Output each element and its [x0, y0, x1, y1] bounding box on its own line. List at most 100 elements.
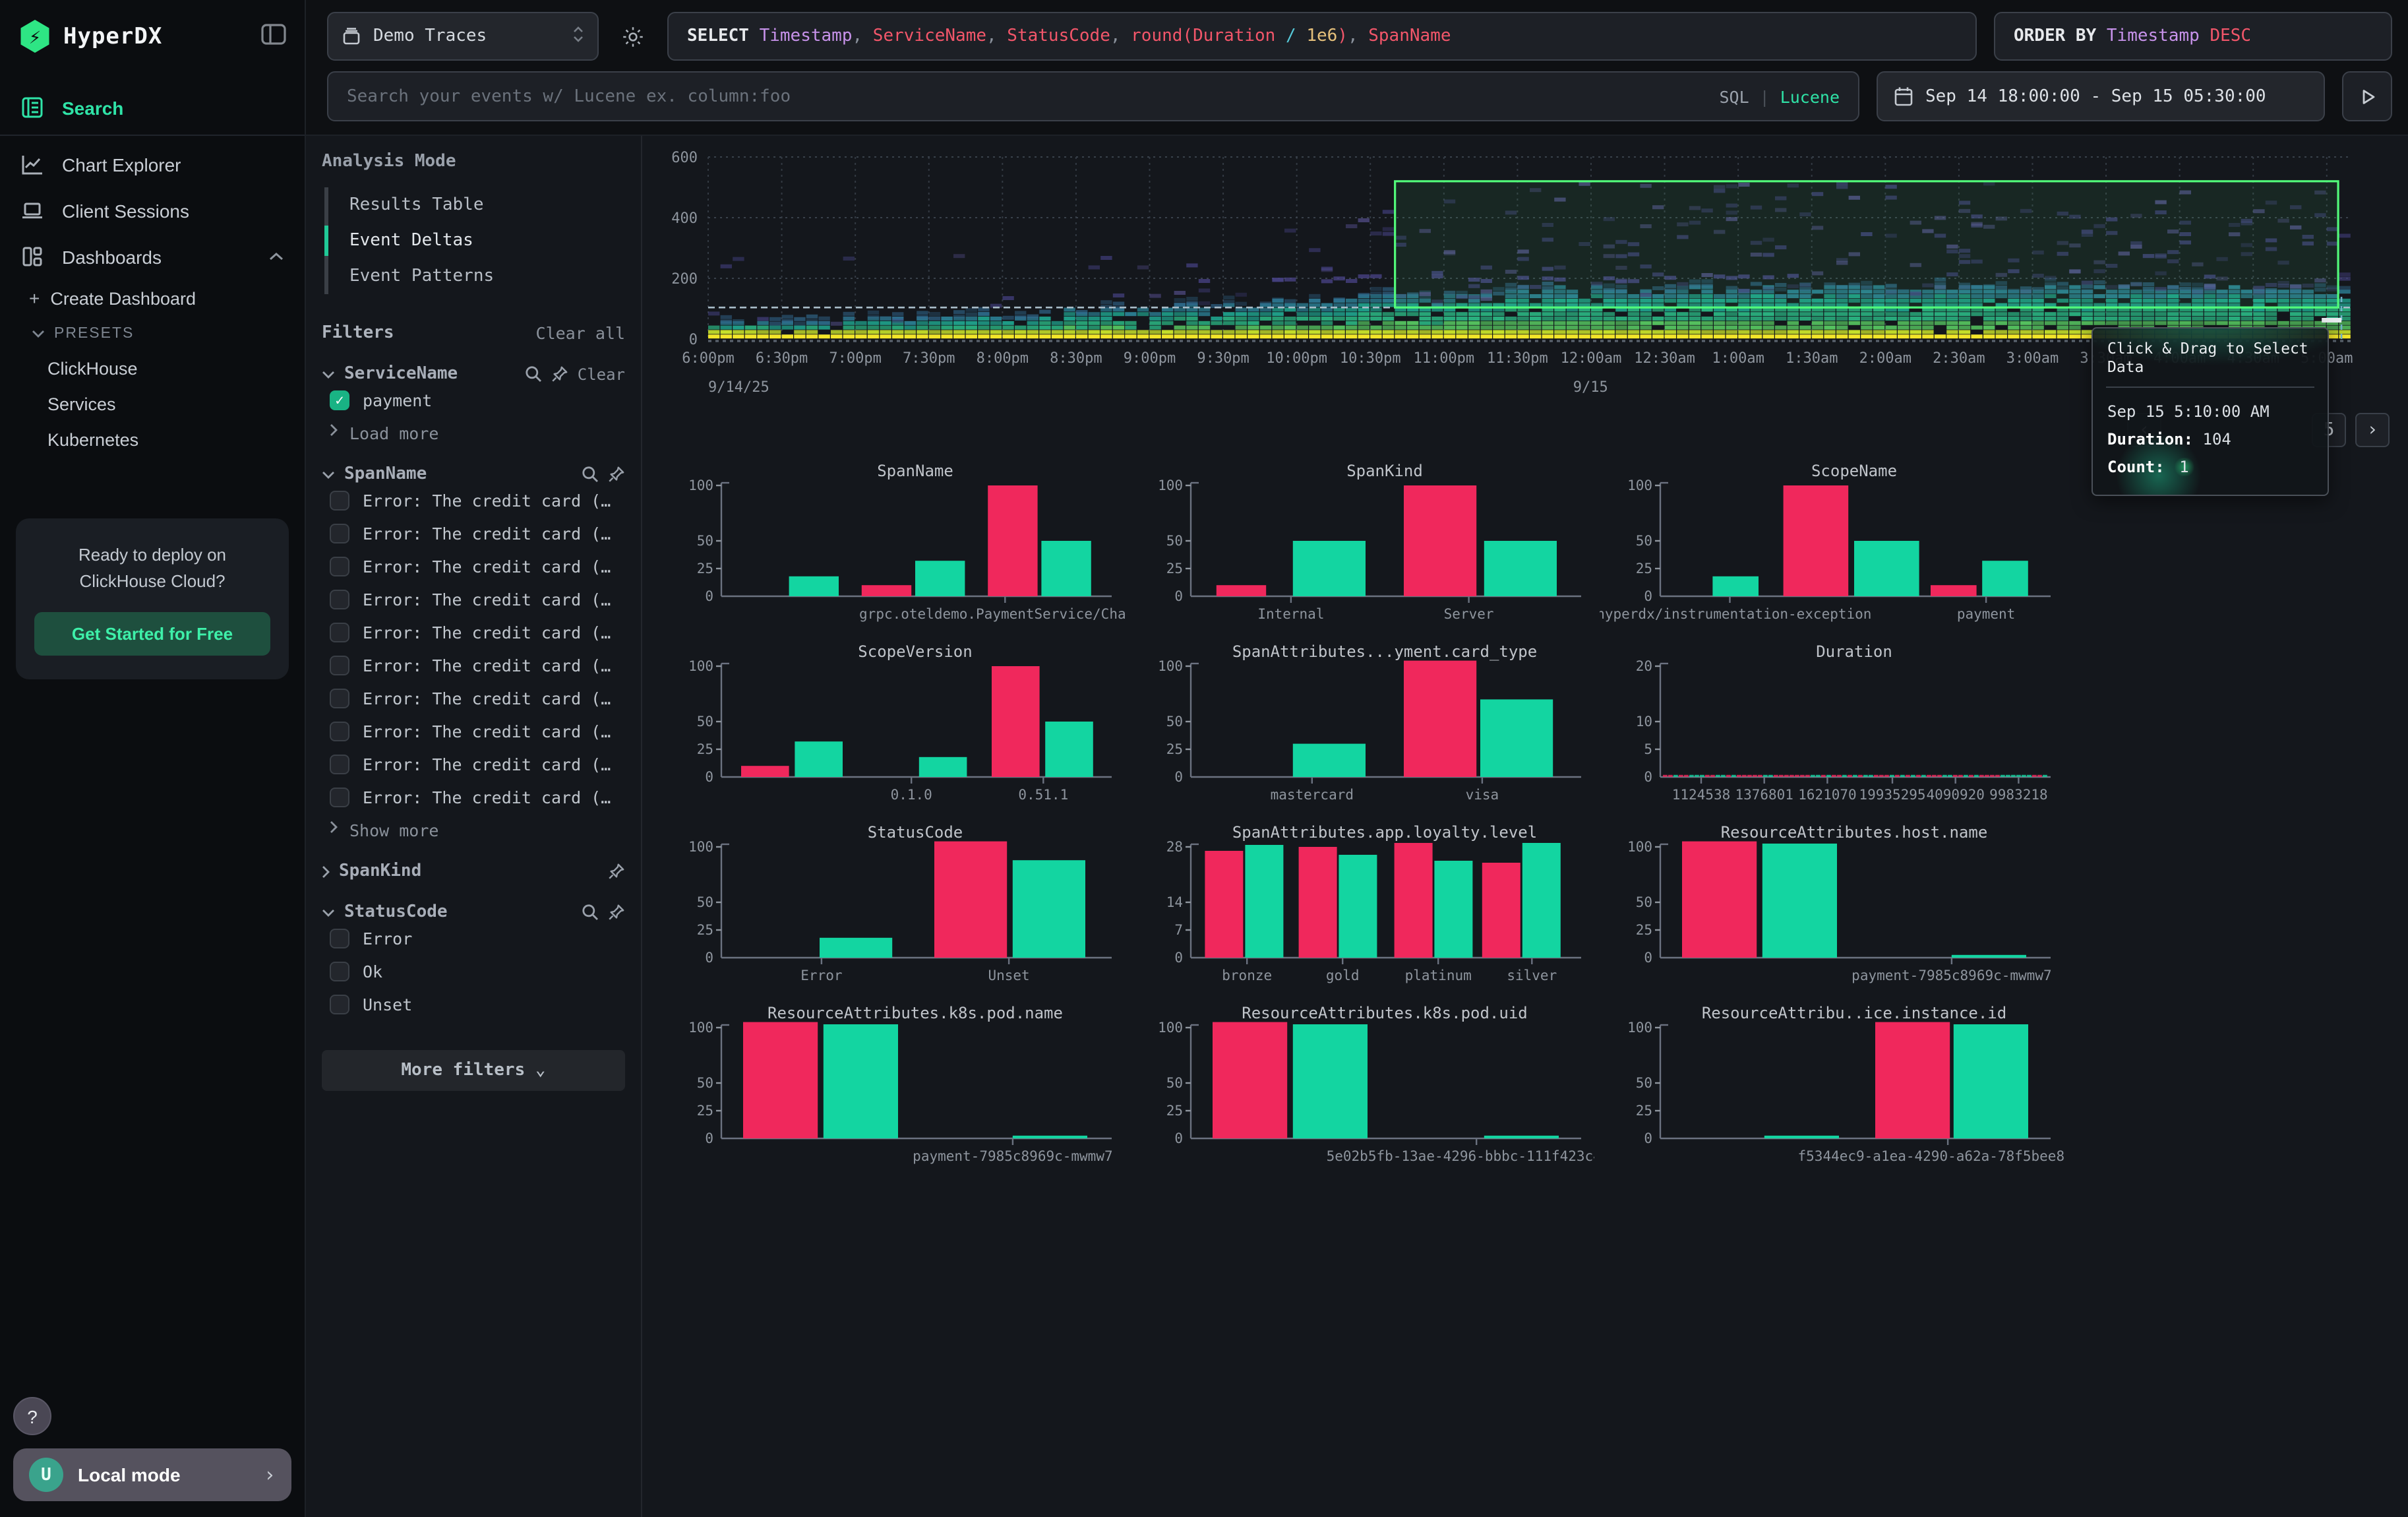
checkbox[interactable] — [330, 962, 349, 981]
order-by-input[interactable]: ORDER BY Timestamp DESC — [1994, 12, 2392, 61]
filter-show-more[interactable]: Show more — [322, 814, 625, 840]
sidebar-item-client-sessions[interactable]: Client Sessions — [0, 187, 305, 233]
source-select[interactable]: Demo Traces — [327, 12, 599, 61]
pin-icon[interactable] — [551, 365, 568, 383]
chevron-up-icon — [269, 249, 284, 264]
account-label: Local mode — [78, 1464, 181, 1485]
chevron-right-icon: › — [264, 1463, 276, 1487]
checkbox[interactable] — [330, 623, 349, 642]
search-input[interactable]: Search your events w/ Lucene ex. column:… — [327, 71, 1859, 121]
mini-chart-SpanKind[interactable]: SpanKind02550100InternalServer — [1130, 459, 1600, 640]
mini-chart-ResourceAttributes-k8s-pod-name[interactable]: ResourceAttributes.k8s.pod.name02550100p… — [661, 1001, 1130, 1182]
svg-text:8:30pm: 8:30pm — [1050, 350, 1102, 367]
preset-services[interactable]: Services — [0, 387, 305, 422]
pin-icon[interactable] — [608, 466, 625, 483]
checkbox[interactable] — [330, 491, 349, 511]
mini-chart-ResourceAttribu-ice-instance-id[interactable]: ResourceAttribu..ice.instance.id02550100… — [1600, 1001, 2069, 1182]
checkbox[interactable] — [330, 995, 349, 1014]
svg-text:StatusCode: StatusCode — [868, 823, 963, 842]
filter-group-header[interactable]: SpanKind — [322, 861, 625, 881]
analysis-mode-event-patterns[interactable]: Event Patterns — [328, 259, 625, 294]
analysis-mode-results-table[interactable]: Results Table — [328, 187, 625, 223]
filter-option[interactable]: Error: The credit card (… — [322, 649, 625, 682]
sidebar-item-chart-explorer[interactable]: Chart Explorer — [0, 141, 305, 187]
checkbox[interactable] — [330, 788, 349, 807]
app-title: HyperDX — [63, 23, 162, 49]
mini-chart-StatusCode[interactable]: StatusCode02550100ErrorUnset — [661, 820, 1130, 1001]
checkbox[interactable] — [330, 929, 349, 948]
mini-chart-Duration[interactable]: Duration05102011245381376801162107019935… — [1600, 640, 2069, 820]
checkbox[interactable] — [330, 722, 349, 741]
filter-option[interactable]: Error: The credit card (… — [322, 748, 625, 781]
bar-ok — [1045, 722, 1093, 777]
get-started-button[interactable]: Get Started for Free — [34, 613, 270, 656]
preset-clickhouse[interactable]: ClickHouse — [0, 351, 305, 387]
promo-line1: Ready to deploy on — [34, 542, 270, 569]
mini-chart-ScopeName[interactable]: ScopeName02550100@hyperdx/instrumentatio… — [1600, 459, 2069, 640]
source-settings-button[interactable] — [616, 12, 650, 61]
svg-text:ScopeVersion: ScopeVersion — [858, 642, 972, 661]
sql-token: SELECT — [687, 26, 749, 46]
charts-region: 6:00pm6:30pm7:00pm7:30pm8:00pm8:30pm9:00… — [642, 136, 2408, 1517]
filter-group-header[interactable]: StatusCode — [322, 902, 625, 922]
bar-ok — [824, 1024, 898, 1138]
svg-text:9/15: 9/15 — [1573, 379, 1608, 396]
filter-load-more[interactable]: Load more — [322, 417, 625, 443]
filter-option[interactable]: Error: The credit card (… — [322, 550, 625, 583]
mini-chart-ScopeVersion[interactable]: ScopeVersion025501000.1.00.51.1 — [661, 640, 1130, 820]
filter-option[interactable]: Error: The credit card (… — [322, 616, 625, 649]
search-icon[interactable] — [525, 365, 542, 383]
filter-option[interactable]: Error: The credit card (… — [322, 583, 625, 616]
checkbox[interactable] — [330, 590, 349, 609]
lang-toggle-sql[interactable]: SQL — [1719, 86, 1749, 106]
mini-chart-ResourceAttributes-k8s-pod-uid[interactable]: ResourceAttributes.k8s.pod.uid025501005e… — [1130, 1001, 1600, 1182]
mini-chart-SpanAttributes-app-loyalty-level[interactable]: SpanAttributes.app.loyalty.level071428br… — [1130, 820, 1600, 1001]
clear-all-button[interactable]: Clear all — [536, 323, 625, 343]
time-range-picker[interactable]: Sep 14 18:00:00 - Sep 15 05:30:00 — [1877, 71, 2325, 121]
analysis-mode-event-deltas[interactable]: Event Deltas — [328, 223, 625, 259]
mini-chart-ResourceAttributes-host-name[interactable]: ResourceAttributes.host.name02550100paym… — [1600, 820, 2069, 1001]
filter-group-header[interactable]: SpanName — [322, 464, 625, 484]
filter-option[interactable]: Error: The credit card (… — [322, 715, 625, 748]
pin-icon[interactable] — [608, 904, 625, 921]
search-icon[interactable] — [582, 466, 599, 483]
filter-option[interactable]: Error: The credit card (… — [322, 682, 625, 715]
search-icon[interactable] — [582, 904, 599, 921]
checkbox[interactable] — [330, 524, 349, 543]
create-dashboard-button[interactable]: + Create Dashboard — [0, 280, 305, 317]
pin-icon[interactable] — [608, 863, 625, 880]
filter-option[interactable]: Unset — [322, 988, 625, 1021]
page-next-button[interactable]: › — [2355, 413, 2390, 447]
filter-option[interactable]: Error: The credit card (… — [322, 484, 625, 517]
sidebar-item-dashboards[interactable]: Dashboards — [0, 233, 305, 280]
presets-toggle[interactable]: PRESETS — [0, 317, 305, 351]
filter-group-header[interactable]: ServiceNameClear — [322, 364, 625, 384]
checkbox-checked[interactable]: ✓ — [330, 390, 349, 410]
bar-ok — [1013, 860, 1085, 958]
checkbox[interactable] — [330, 755, 349, 774]
sidebar-collapse-icon[interactable] — [261, 23, 286, 49]
checkbox[interactable] — [330, 689, 349, 708]
plus-icon: + — [29, 288, 40, 309]
svg-text:25: 25 — [1636, 1103, 1652, 1119]
preset-kubernetes[interactable]: Kubernetes — [0, 422, 305, 458]
filter-option[interactable]: Error: The credit card (… — [322, 781, 625, 814]
mini-chart-SpanName[interactable]: SpanName02550100grpc.oteldemo.PaymentSer… — [661, 459, 1130, 640]
lang-toggle-lucene[interactable]: Lucene — [1780, 86, 1840, 106]
sidebar-item-search[interactable]: Search — [0, 84, 305, 136]
select-clause-input[interactable]: SELECT Timestamp, ServiceName, StatusCod… — [667, 12, 1977, 61]
run-query-button[interactable] — [2342, 71, 2392, 121]
filter-option[interactable]: Ok — [322, 955, 625, 988]
checkbox[interactable] — [330, 656, 349, 675]
filter-option[interactable]: Error: The credit card (… — [322, 517, 625, 550]
svg-text:SpanKind: SpanKind — [1346, 462, 1423, 480]
filter-option[interactable]: Error — [322, 922, 625, 955]
help-button[interactable]: ? — [13, 1397, 51, 1435]
account-button[interactable]: U Local mode › — [13, 1448, 291, 1501]
topbar: Demo Traces SELECT Timestamp, ServiceNam… — [306, 0, 2408, 136]
filter-clear-button[interactable]: Clear — [578, 365, 625, 383]
more-filters-button[interactable]: More filters ⌄ — [322, 1050, 625, 1091]
mini-chart-SpanAttributes-yment-card-type[interactable]: SpanAttributes...yment.card_type02550100… — [1130, 640, 1600, 820]
checkbox[interactable] — [330, 557, 349, 576]
filter-option[interactable]: ✓payment — [322, 384, 625, 417]
